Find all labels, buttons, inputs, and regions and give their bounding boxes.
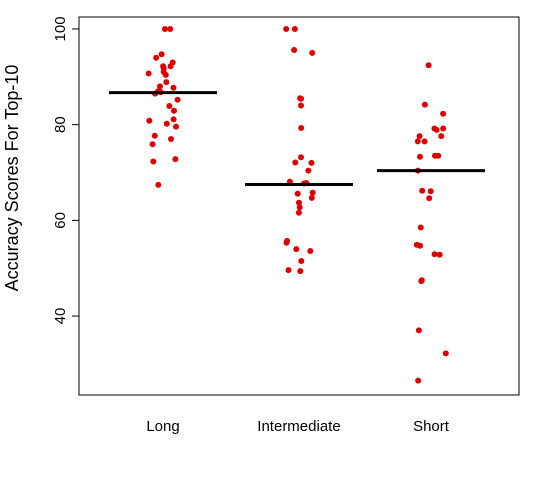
data-point bbox=[440, 125, 447, 132]
data-point bbox=[421, 101, 428, 108]
data-point bbox=[305, 167, 312, 174]
data-point bbox=[293, 246, 300, 253]
data-point bbox=[295, 209, 302, 216]
data-point bbox=[298, 125, 305, 131]
plot-frame bbox=[78, 16, 520, 396]
data-point bbox=[167, 26, 174, 32]
data-point bbox=[158, 51, 165, 58]
data-point bbox=[298, 154, 304, 161]
data-point bbox=[419, 187, 426, 194]
data-point bbox=[167, 63, 174, 70]
data-point bbox=[145, 70, 152, 77]
data-point bbox=[163, 120, 170, 127]
data-point bbox=[309, 189, 316, 196]
data-point bbox=[421, 138, 428, 145]
x-axis: Long Intermediate Short bbox=[146, 418, 449, 435]
data-point bbox=[149, 141, 156, 148]
data-point bbox=[308, 194, 315, 201]
data-point bbox=[174, 96, 181, 103]
data-point bbox=[173, 123, 179, 130]
data-point bbox=[153, 54, 160, 61]
data-point bbox=[309, 49, 316, 56]
y-tick-label: 40 bbox=[52, 308, 69, 325]
data-point bbox=[427, 188, 434, 195]
x-tick-label: Long bbox=[146, 418, 179, 435]
data-point bbox=[162, 71, 169, 78]
data-point bbox=[426, 195, 433, 202]
data-point bbox=[414, 138, 421, 145]
data-point bbox=[291, 26, 298, 32]
data-point bbox=[415, 327, 422, 334]
data-point bbox=[415, 377, 422, 384]
data-point bbox=[163, 79, 170, 86]
mean-lines bbox=[109, 91, 485, 186]
data-point bbox=[292, 159, 299, 166]
data-point bbox=[417, 153, 423, 160]
data-point bbox=[291, 47, 298, 53]
data-point bbox=[146, 117, 153, 124]
data-point bbox=[418, 278, 425, 285]
data-point bbox=[283, 239, 290, 246]
data-point bbox=[170, 84, 177, 91]
data-points bbox=[145, 26, 449, 384]
data-point bbox=[166, 103, 173, 109]
data-point bbox=[433, 126, 440, 133]
data-point bbox=[296, 204, 303, 211]
data-point bbox=[440, 110, 447, 117]
data-point bbox=[298, 258, 305, 264]
data-point bbox=[431, 251, 438, 258]
data-point bbox=[296, 199, 302, 206]
y-tick-label: 60 bbox=[52, 212, 69, 229]
data-point bbox=[425, 62, 432, 69]
data-point bbox=[283, 26, 290, 32]
data-point bbox=[298, 102, 304, 109]
data-point bbox=[294, 190, 301, 197]
data-point bbox=[298, 95, 305, 102]
y-tick-label: 80 bbox=[52, 116, 69, 133]
data-point bbox=[161, 26, 168, 32]
data-point bbox=[151, 132, 158, 139]
data-point bbox=[416, 133, 423, 140]
data-point bbox=[168, 136, 174, 142]
x-tick-label: Intermediate bbox=[257, 418, 340, 435]
data-point bbox=[172, 156, 179, 163]
data-point bbox=[171, 107, 177, 114]
data-point bbox=[285, 267, 292, 274]
data-point bbox=[442, 350, 449, 357]
data-point bbox=[417, 224, 424, 231]
data-point bbox=[432, 152, 438, 159]
data-point bbox=[155, 181, 162, 188]
data-point bbox=[297, 268, 304, 275]
data-point bbox=[308, 159, 315, 166]
data-point bbox=[157, 83, 163, 90]
data-point bbox=[170, 116, 177, 123]
data-point bbox=[417, 242, 424, 249]
y-axis: 40 60 80 100 bbox=[52, 16, 79, 324]
data-point bbox=[150, 158, 157, 165]
y-tick-label: 100 bbox=[52, 16, 69, 41]
y-axis-title: Accuracy Scores For Top-10 bbox=[2, 65, 22, 292]
data-point bbox=[438, 133, 445, 140]
data-point bbox=[307, 248, 314, 254]
x-tick-label: Short bbox=[413, 418, 450, 435]
data-point bbox=[436, 251, 443, 258]
